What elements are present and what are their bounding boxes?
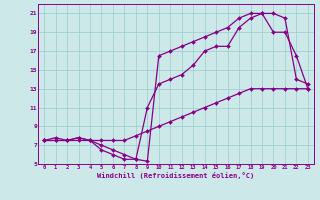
X-axis label: Windchill (Refroidissement éolien,°C): Windchill (Refroidissement éolien,°C) (97, 172, 255, 179)
